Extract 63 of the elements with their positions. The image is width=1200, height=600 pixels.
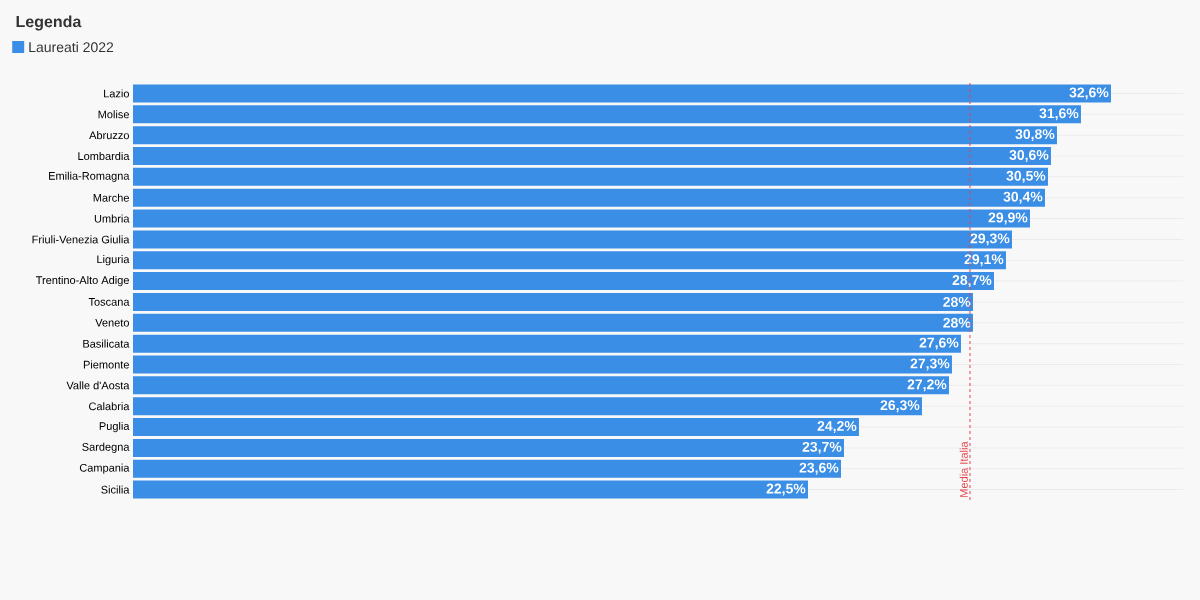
y-tick-label: Marche: [93, 193, 129, 202]
y-tick-label: Abruzzo: [89, 131, 129, 140]
y-tick-label: Lombardia: [78, 151, 130, 161]
bar: [133, 84, 1111, 103]
bar: [133, 438, 844, 457]
data-label: 32,6%: [1069, 87, 1109, 100]
data-label: 23,6%: [799, 462, 839, 475]
bar: [133, 480, 808, 499]
data-label: 31,6%: [1039, 108, 1079, 121]
ref-line-label: Media Italia: [959, 441, 968, 497]
bar: [133, 126, 1057, 145]
data-label: 27,6%: [919, 337, 959, 350]
y-tick-label: Puglia: [99, 421, 130, 433]
data-label: 28%: [943, 317, 971, 328]
data-label: 29,3%: [970, 233, 1010, 246]
bar: [133, 272, 994, 291]
y-tick-label: Friuli-Venezia Giulia: [32, 235, 130, 244]
bar: [133, 313, 973, 332]
bar: [133, 105, 1081, 124]
data-label: 22,5%: [766, 483, 806, 496]
bar: [133, 209, 1030, 228]
data-label: 26,3%: [880, 400, 920, 413]
data-label: 30,8%: [1015, 129, 1055, 142]
y-tick-label: Toscana: [88, 298, 130, 306]
bar: [133, 334, 961, 353]
bar: [133, 292, 973, 311]
y-tick-label: Umbria: [94, 214, 130, 223]
y-tick-label: Campania: [79, 463, 130, 474]
data-label: 27,2%: [907, 379, 947, 392]
y-tick-label: Veneto: [95, 318, 129, 327]
bar: [133, 376, 949, 395]
y-tick-label: Piemonte: [83, 360, 129, 369]
bar: [133, 418, 859, 437]
bar: [133, 167, 1048, 186]
y-tick-label: Lazio: [104, 89, 129, 98]
bar: [133, 397, 922, 416]
y-tick-label: Emilia-Romagna: [49, 171, 130, 182]
data-label: 28,7%: [952, 275, 992, 288]
y-tick-label: Basilicata: [83, 339, 130, 348]
data-label: 30,4%: [1003, 191, 1043, 204]
legend-label: Laureati 2022: [29, 41, 114, 53]
data-label: 24,2%: [817, 421, 857, 433]
y-tick-label: Valle d'Aosta: [66, 381, 130, 390]
data-label: 23,7%: [802, 441, 842, 454]
bar: [133, 146, 1051, 165]
data-label: 29,1%: [964, 254, 1004, 267]
data-label: 30,6%: [1009, 149, 1049, 162]
bar: [133, 230, 1012, 249]
bar: [133, 188, 1045, 207]
data-label: 27,3%: [910, 358, 950, 371]
bar: [133, 459, 841, 478]
y-tick-label: Trentino-Alto Adige: [35, 275, 129, 287]
y-tick-label: Liguria: [97, 255, 130, 266]
y-tick-label: Sicilia: [101, 485, 130, 494]
data-label: 29,9%: [988, 212, 1028, 225]
bar: [133, 251, 1006, 270]
y-tick-label: Sardegna: [82, 442, 130, 453]
data-label: 28%: [943, 296, 971, 307]
legend-title: Legenda: [16, 15, 82, 31]
y-tick-label: Calabria: [89, 402, 130, 411]
data-label: 30,5%: [1006, 170, 1046, 183]
y-tick-label: Molise: [98, 110, 129, 119]
bar: [133, 355, 952, 374]
